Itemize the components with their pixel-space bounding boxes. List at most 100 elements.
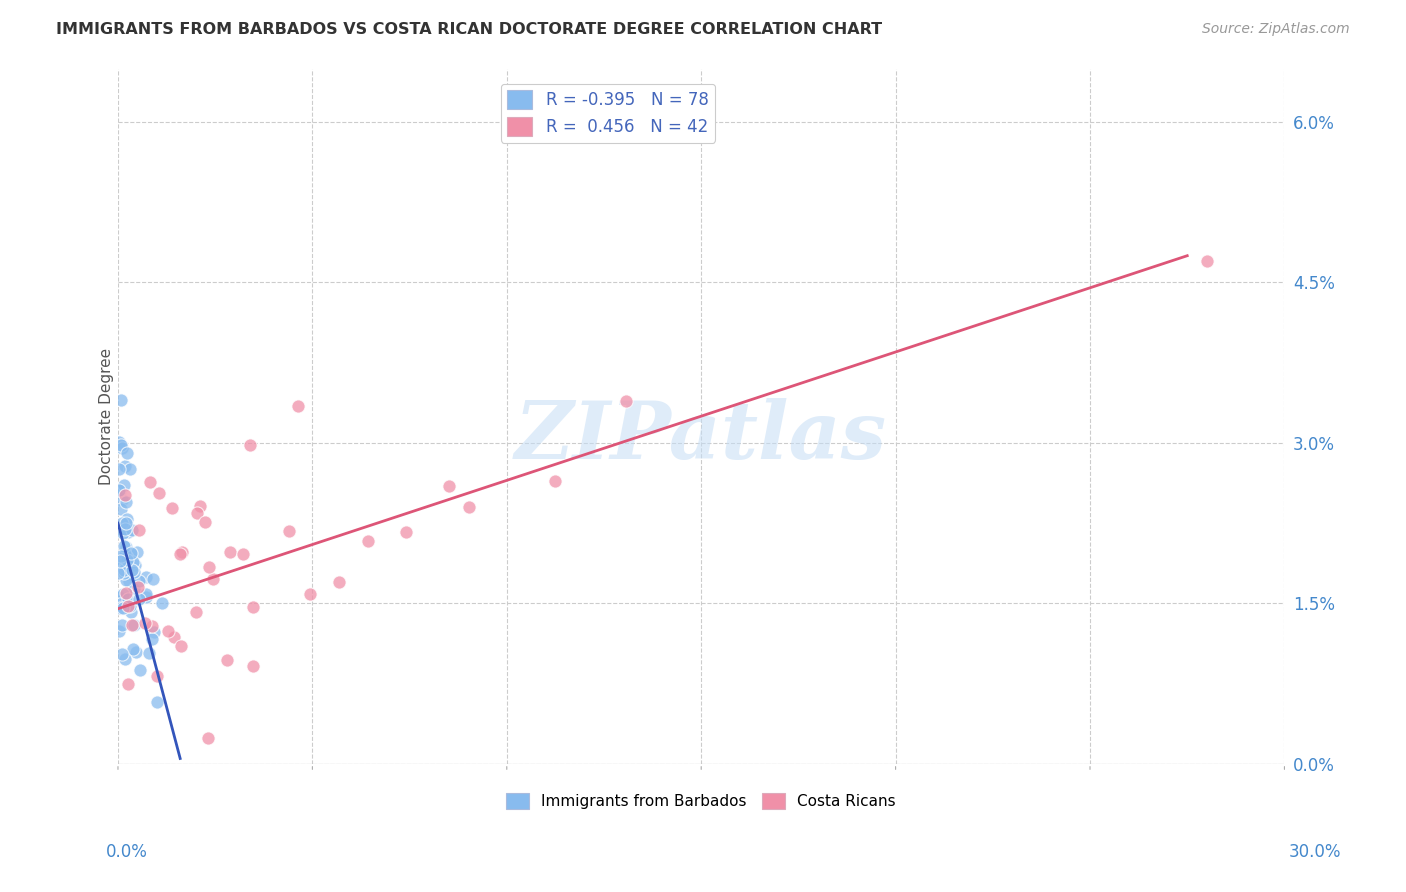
Point bbox=[115, 446, 138, 460]
Legend: Immigrants from Barbados, Costa Ricans: Immigrants from Barbados, Costa Ricans bbox=[501, 787, 903, 815]
Text: IMMIGRANTS FROM BARBADOS VS COSTA RICAN DOCTORATE DEGREE CORRELATION CHART: IMMIGRANTS FROM BARBADOS VS COSTA RICAN … bbox=[56, 22, 883, 37]
Point bbox=[188, 499, 211, 513]
Point bbox=[112, 587, 135, 601]
Point bbox=[117, 599, 139, 613]
Point bbox=[217, 653, 239, 667]
Point bbox=[108, 483, 131, 497]
Point bbox=[114, 458, 136, 473]
Point bbox=[114, 597, 136, 611]
Point bbox=[107, 552, 129, 566]
Point bbox=[197, 731, 219, 746]
Point bbox=[122, 617, 145, 632]
Point bbox=[117, 512, 139, 526]
Point bbox=[121, 617, 143, 632]
Y-axis label: Doctorate Degree: Doctorate Degree bbox=[100, 348, 114, 484]
Point bbox=[110, 393, 132, 408]
Point bbox=[134, 615, 156, 630]
Point bbox=[118, 599, 141, 613]
Point bbox=[239, 437, 262, 451]
Point bbox=[298, 587, 321, 601]
Point bbox=[125, 545, 148, 559]
Point bbox=[128, 524, 150, 538]
Point bbox=[108, 590, 131, 604]
Point bbox=[128, 574, 150, 589]
Point bbox=[114, 516, 136, 531]
Point bbox=[128, 592, 150, 607]
Point bbox=[169, 547, 191, 561]
Point bbox=[107, 462, 129, 476]
Point bbox=[146, 669, 169, 683]
Point bbox=[111, 600, 134, 615]
Point bbox=[202, 573, 225, 587]
Point bbox=[135, 587, 157, 601]
Point bbox=[110, 442, 132, 456]
Text: Source: ZipAtlas.com: Source: ZipAtlas.com bbox=[1202, 22, 1350, 37]
Point bbox=[1195, 253, 1218, 268]
Point bbox=[114, 573, 136, 587]
Point bbox=[108, 483, 131, 497]
Point bbox=[107, 566, 129, 580]
Point bbox=[114, 488, 136, 502]
Point bbox=[219, 544, 242, 558]
Point bbox=[194, 515, 217, 529]
Point bbox=[117, 677, 139, 691]
Point bbox=[141, 619, 163, 633]
Point bbox=[142, 572, 165, 586]
Point bbox=[544, 474, 567, 488]
Point bbox=[111, 647, 134, 661]
Point bbox=[198, 560, 221, 574]
Point bbox=[115, 541, 138, 555]
Point bbox=[114, 547, 136, 561]
Text: ZIPatlas: ZIPatlas bbox=[515, 398, 887, 475]
Point bbox=[122, 582, 145, 596]
Point bbox=[328, 574, 350, 589]
Point bbox=[121, 563, 143, 577]
Point bbox=[112, 563, 135, 577]
Point bbox=[107, 624, 129, 638]
Point bbox=[138, 646, 160, 660]
Point bbox=[127, 580, 149, 594]
Point bbox=[139, 475, 162, 489]
Point bbox=[115, 549, 138, 564]
Point bbox=[458, 500, 481, 515]
Point bbox=[114, 652, 136, 666]
Point bbox=[186, 605, 208, 619]
Point bbox=[114, 522, 136, 536]
Point bbox=[121, 555, 143, 569]
Point bbox=[242, 600, 264, 615]
Point bbox=[120, 605, 142, 619]
Point bbox=[114, 566, 136, 580]
Point bbox=[108, 554, 131, 568]
Point bbox=[112, 539, 135, 553]
Point bbox=[163, 630, 186, 644]
Point bbox=[110, 502, 132, 516]
Point bbox=[124, 645, 146, 659]
Point bbox=[111, 617, 134, 632]
Point bbox=[115, 566, 138, 581]
Point bbox=[141, 632, 163, 646]
Point bbox=[120, 545, 142, 559]
Point bbox=[135, 590, 157, 604]
Point bbox=[115, 553, 138, 567]
Point bbox=[117, 524, 139, 539]
Text: 30.0%: 30.0% bbox=[1288, 843, 1341, 861]
Point bbox=[118, 574, 141, 589]
Point bbox=[170, 640, 193, 654]
Point bbox=[143, 624, 166, 639]
Point bbox=[111, 492, 134, 507]
Point bbox=[115, 586, 138, 600]
Point bbox=[146, 695, 169, 709]
Point bbox=[111, 516, 134, 530]
Point bbox=[129, 663, 152, 677]
Point bbox=[115, 559, 138, 574]
Point bbox=[112, 557, 135, 571]
Point bbox=[157, 624, 180, 639]
Point bbox=[160, 500, 183, 515]
Point bbox=[121, 523, 143, 537]
Point bbox=[112, 526, 135, 541]
Point bbox=[112, 549, 135, 563]
Point bbox=[120, 462, 142, 476]
Point bbox=[277, 524, 299, 539]
Point bbox=[170, 545, 193, 559]
Point bbox=[110, 549, 132, 564]
